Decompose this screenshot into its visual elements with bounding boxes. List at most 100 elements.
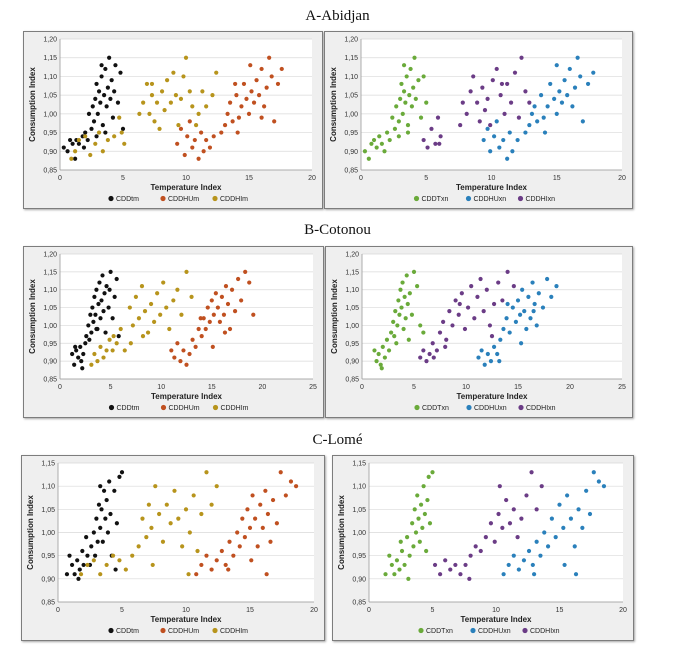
point-CDDHUm: [249, 89, 254, 94]
legend-marker-CDDHUm: [160, 195, 166, 202]
point-CDDHUxn: [596, 479, 601, 484]
point-CDDHIxn: [472, 316, 477, 321]
point-CDDtm: [99, 63, 104, 68]
point-CDDTxn: [393, 309, 398, 314]
point-CDDHUm: [228, 100, 233, 105]
point-CDDHIm: [196, 111, 201, 116]
point-CDDHIxn: [500, 298, 505, 303]
point-CDDtm: [90, 104, 95, 109]
point-CDDHUm: [251, 312, 256, 317]
point-CDDHIxn: [496, 511, 501, 517]
point-CDDHUm: [196, 326, 201, 332]
point-CDDtm: [76, 355, 81, 360]
x-tick-label: 0: [359, 175, 363, 182]
point-CDDHUm: [274, 521, 279, 526]
x-tick-label: 20: [618, 175, 626, 182]
point-CDDTxn: [415, 284, 420, 289]
point-CDDHIm: [155, 291, 160, 296]
point-CDDtm: [99, 74, 104, 79]
point-CDDTxn: [412, 55, 417, 60]
point-CDDHIm: [93, 141, 98, 146]
point-CDDTxn: [379, 366, 384, 371]
point-CDDTxn: [410, 521, 415, 526]
point-CDDHIm: [149, 81, 155, 87]
point-CDDtm: [105, 530, 111, 535]
x-tick-label: 5: [121, 175, 125, 182]
point-CDDHIxn: [482, 108, 488, 113]
point-CDDHIxn: [463, 562, 468, 568]
point-CDDtm: [89, 126, 94, 131]
y-tick-label: 1,00: [344, 111, 358, 118]
x-tick-label: 15: [246, 607, 254, 614]
point-CDDHIm: [187, 530, 192, 535]
point-CDDHUm: [256, 93, 262, 98]
x-tick-label: 0: [58, 175, 62, 182]
point-CDDHUxn: [568, 516, 574, 521]
x-tick-label: 5: [424, 175, 428, 182]
point-CDDHIxn: [478, 548, 483, 554]
point-CDDHUm: [243, 269, 248, 274]
point-CDDHUm: [172, 355, 177, 360]
point-CDDHIm: [149, 93, 155, 98]
point-CDDtm: [89, 544, 94, 549]
point-CDDHUxn: [504, 316, 509, 321]
point-CDDHIxn: [507, 521, 513, 526]
point-CDDHIm: [149, 525, 154, 530]
y-tick-label: 0,95: [41, 553, 55, 560]
point-CDDHIm: [160, 539, 166, 544]
point-CDDHUxn: [495, 351, 500, 357]
point-CDDtm: [95, 111, 100, 116]
point-CDDHIm: [89, 362, 94, 367]
point-CDDtm: [108, 269, 113, 274]
point-CDDTxn: [396, 119, 401, 124]
y-tick-label: 0,90: [352, 576, 366, 583]
point-CDDHIxn: [464, 111, 469, 116]
point-CDDtm: [94, 326, 99, 332]
point-CDDHIxn: [434, 348, 439, 353]
point-CDDHUm: [254, 78, 259, 83]
point-CDDTxn: [418, 323, 423, 328]
point-CDDtm: [75, 558, 80, 563]
legend-label-CDDtm: CDDtm: [117, 405, 140, 412]
point-CDDHIxn: [481, 309, 486, 314]
point-CDDHUxn: [501, 572, 506, 577]
legend-marker-CDDHUxn: [465, 195, 472, 202]
y-tick-label: 1,05: [344, 93, 358, 100]
point-CDDHUm: [265, 511, 271, 517]
legend-marker-CDDtm: [108, 627, 114, 634]
point-CDDtm: [84, 334, 89, 339]
point-CDDHIm: [69, 156, 74, 161]
point-CDDHUxn: [515, 137, 520, 143]
point-CDDHUm: [201, 316, 206, 321]
point-CDDHUxn: [601, 484, 607, 489]
legend-label-CDDTxn: CDDTxn: [422, 196, 449, 203]
point-CDDHUm: [213, 291, 218, 296]
point-CDDHUm: [283, 493, 288, 498]
point-CDDTxn: [386, 348, 392, 353]
point-CDDHIxn: [435, 115, 441, 120]
point-CDDHIm: [161, 280, 166, 285]
point-CDDHIxn: [468, 553, 473, 558]
point-CDDHIxn: [488, 122, 493, 128]
point-CDDHUm: [219, 130, 224, 135]
point-CDDHIm: [122, 348, 127, 353]
point-CDDHIm: [214, 484, 219, 489]
y-tick-label: 0,85: [344, 168, 358, 175]
point-CDDHIm: [209, 502, 214, 507]
point-CDDHIxn: [437, 141, 442, 146]
point-CDDHUxn: [488, 359, 494, 364]
point-CDDHUm: [204, 137, 209, 143]
point-CDDHIm: [111, 334, 116, 339]
point-CDDTxn: [385, 130, 390, 135]
point-CDDHIm: [136, 316, 142, 321]
y-tick-label: 1,10: [344, 74, 358, 81]
point-CDDHUm: [259, 115, 264, 120]
point-CDDtm: [108, 96, 113, 101]
point-CDDTxn: [406, 576, 411, 581]
point-CDDHUm: [178, 126, 184, 131]
point-CDDTxn: [401, 89, 407, 94]
scatter-abidjan-left: 0,85 0,90 0,95 1,00 1,05 1,10 1,15 1,20 0 5 10 15 20…: [28, 37, 316, 204]
x-axis-title: Temperature Index: [457, 392, 529, 401]
point-CDDTxn: [424, 100, 429, 105]
point-CDDtm: [70, 351, 75, 357]
